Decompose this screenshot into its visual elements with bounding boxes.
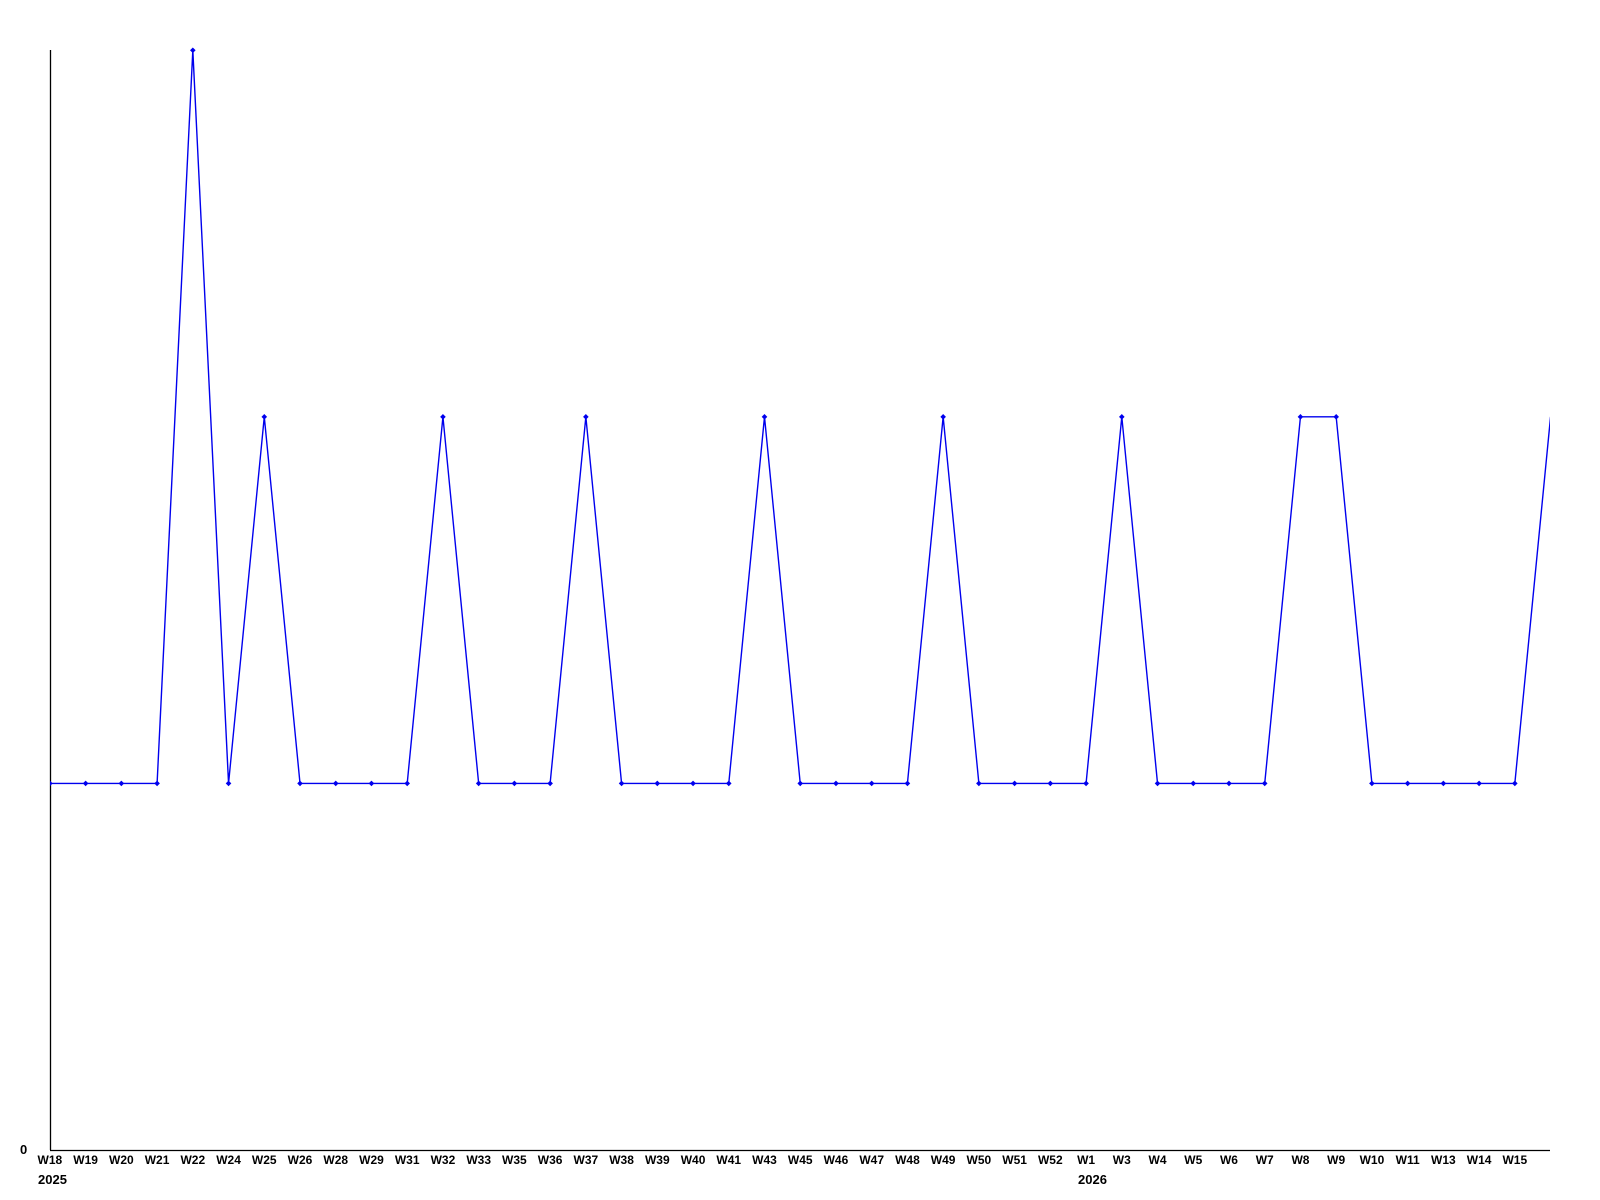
svg-text:W1: W1 xyxy=(1077,1153,1095,1167)
svg-text:W14: W14 xyxy=(1467,1153,1492,1167)
svg-text:W38: W38 xyxy=(609,1153,634,1167)
svg-text:W4: W4 xyxy=(1149,1153,1167,1167)
svg-text:2026: 2026 xyxy=(1078,1172,1107,1187)
svg-text:W6: W6 xyxy=(1220,1153,1238,1167)
svg-text:W11: W11 xyxy=(1396,1153,1420,1167)
svg-text:W18: W18 xyxy=(38,1153,63,1167)
svg-text:W47: W47 xyxy=(859,1153,884,1167)
svg-text:W39: W39 xyxy=(645,1153,670,1167)
svg-text:W46: W46 xyxy=(824,1153,849,1167)
svg-text:W28: W28 xyxy=(323,1153,348,1167)
svg-text:W20: W20 xyxy=(109,1153,134,1167)
svg-text:W45: W45 xyxy=(788,1153,813,1167)
svg-text:W51: W51 xyxy=(1002,1153,1027,1167)
svg-text:W29: W29 xyxy=(359,1153,384,1167)
svg-text:W52: W52 xyxy=(1038,1153,1063,1167)
svg-text:W15: W15 xyxy=(1502,1153,1527,1167)
svg-text:W33: W33 xyxy=(466,1153,491,1167)
svg-text:W19: W19 xyxy=(73,1153,98,1167)
svg-text:W24: W24 xyxy=(216,1153,241,1167)
svg-text:W22: W22 xyxy=(180,1153,205,1167)
svg-text:2025: 2025 xyxy=(38,1172,67,1187)
svg-text:W32: W32 xyxy=(431,1153,456,1167)
svg-text:0: 0 xyxy=(20,1142,27,1157)
svg-text:W43: W43 xyxy=(752,1153,777,1167)
svg-text:W31: W31 xyxy=(395,1153,420,1167)
svg-text:W9: W9 xyxy=(1327,1153,1345,1167)
svg-text:W37: W37 xyxy=(574,1153,599,1167)
svg-text:W21: W21 xyxy=(145,1153,170,1167)
svg-text:W7: W7 xyxy=(1256,1153,1274,1167)
svg-text:W3: W3 xyxy=(1113,1153,1131,1167)
svg-text:W41: W41 xyxy=(716,1153,741,1167)
svg-text:W26: W26 xyxy=(288,1153,313,1167)
svg-text:W48: W48 xyxy=(895,1153,920,1167)
svg-text:W50: W50 xyxy=(967,1153,992,1167)
svg-text:W10: W10 xyxy=(1360,1153,1385,1167)
svg-text:W5: W5 xyxy=(1184,1153,1202,1167)
svg-text:W25: W25 xyxy=(252,1153,277,1167)
svg-text:W49: W49 xyxy=(931,1153,956,1167)
svg-text:W8: W8 xyxy=(1291,1153,1309,1167)
svg-text:W35: W35 xyxy=(502,1153,527,1167)
svg-text:W13: W13 xyxy=(1431,1153,1456,1167)
svg-text:W40: W40 xyxy=(681,1153,706,1167)
svg-text:W36: W36 xyxy=(538,1153,563,1167)
